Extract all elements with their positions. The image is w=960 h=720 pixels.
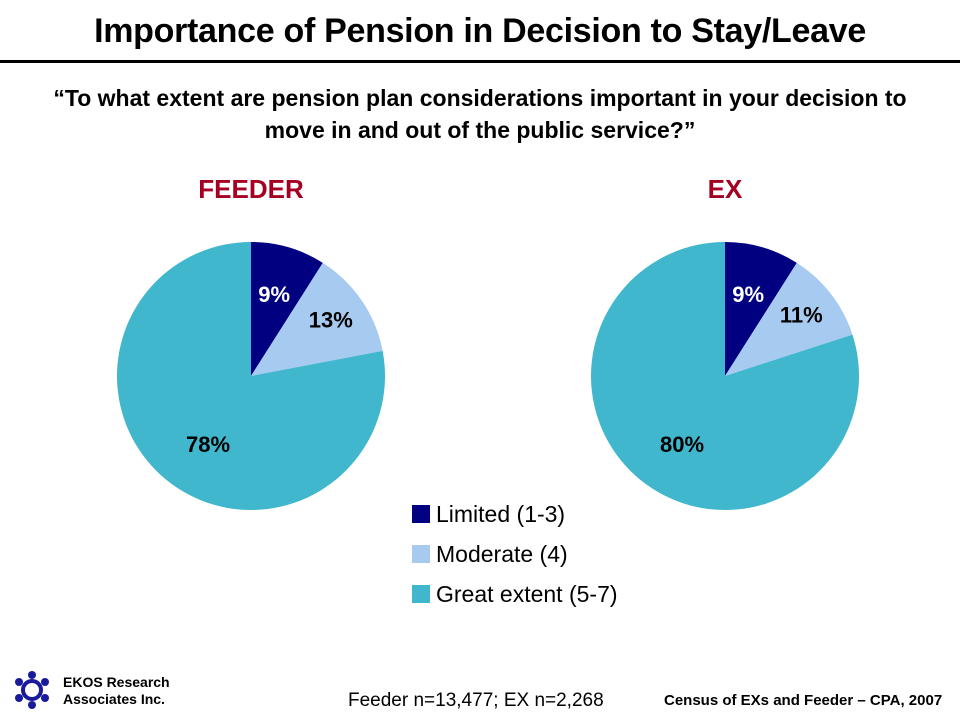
legend-item-moderate: Moderate (4) bbox=[412, 534, 618, 574]
source-note: Census of EXs and Feeder – CPA, 2007 bbox=[664, 692, 943, 709]
survey-question-line-1: “To what extent are pension plan conside… bbox=[53, 85, 907, 111]
title-divider bbox=[0, 60, 960, 63]
feeder-label-moderate: 13% bbox=[309, 308, 353, 333]
legend: Limited (1-3) Moderate (4) Great extent … bbox=[412, 494, 618, 614]
company-name: EKOS Research Associates Inc. bbox=[63, 674, 170, 708]
feeder-slice-great bbox=[116, 242, 386, 510]
survey-question-line-2: move in and out of the public service?” bbox=[264, 117, 696, 143]
feeder-pie: 9% 13% 78% bbox=[116, 242, 386, 510]
ex-pie-title: EX bbox=[707, 174, 743, 204]
ex-pie: 9% 11% 80% bbox=[590, 242, 860, 510]
feeder-slice-moderate bbox=[251, 262, 383, 376]
legend-label-moderate: Moderate (4) bbox=[436, 540, 568, 567]
legend-swatch-moderate bbox=[412, 545, 430, 563]
slide-title: Importance of Pension in Decision to Sta… bbox=[94, 12, 866, 50]
ex-slice-great bbox=[590, 242, 860, 510]
legend-swatch-limited bbox=[412, 505, 430, 523]
legend-swatch-great bbox=[412, 585, 430, 603]
ex-label-limited: 9% bbox=[732, 282, 764, 307]
ex-slice-moderate bbox=[725, 262, 853, 376]
company-name-line-1: EKOS Research bbox=[63, 674, 170, 690]
feeder-label-great: 78% bbox=[186, 432, 230, 457]
survey-question: “To what extent are pension plan conside… bbox=[0, 82, 960, 146]
ekos-logo-icon bbox=[15, 671, 49, 709]
ex-label-great: 80% bbox=[660, 432, 704, 457]
ex-label-moderate: 11% bbox=[780, 303, 823, 328]
company-name-line-2: Associates Inc. bbox=[63, 691, 165, 707]
legend-item-great: Great extent (5-7) bbox=[412, 574, 618, 614]
legend-label-great: Great extent (5-7) bbox=[436, 580, 618, 607]
legend-label-limited: Limited (1-3) bbox=[436, 500, 566, 527]
feeder-slice-limited bbox=[251, 242, 323, 376]
feeder-label-limited: 9% bbox=[258, 282, 290, 307]
legend-item-limited: Limited (1-3) bbox=[412, 494, 618, 534]
feeder-pie-title: FEEDER bbox=[198, 174, 304, 204]
ex-slice-limited bbox=[725, 242, 797, 376]
sample-size-note: Feeder n=13,477; EX n=2,268 bbox=[348, 690, 604, 711]
